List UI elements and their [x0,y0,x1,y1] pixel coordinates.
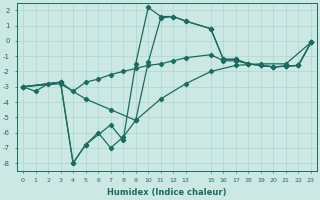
X-axis label: Humidex (Indice chaleur): Humidex (Indice chaleur) [107,188,227,197]
